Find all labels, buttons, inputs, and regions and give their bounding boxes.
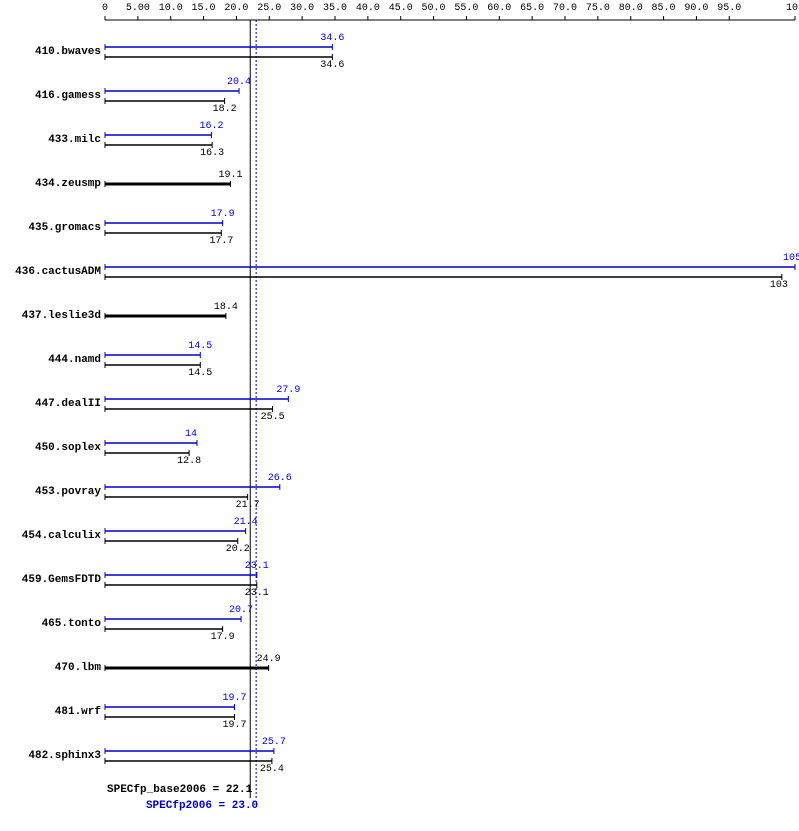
benchmark-label: 437.leslie3d xyxy=(22,310,101,322)
benchmark-label: 482.sphinx3 xyxy=(28,750,101,762)
axis-tick-label: 15.0 xyxy=(192,3,216,14)
axis-tick-label: 105 xyxy=(786,3,799,14)
value-label: 25.5 xyxy=(261,412,285,423)
value-label: 17.7 xyxy=(209,236,233,247)
spec-bar-chart xyxy=(0,0,799,831)
benchmark-label: 453.povray xyxy=(35,486,101,498)
axis-tick-label: 5.00 xyxy=(126,3,150,14)
axis-tick-label: 60.0 xyxy=(487,3,511,14)
value-label: 14 xyxy=(185,429,197,440)
value-label: 14.5 xyxy=(188,368,212,379)
value-label: 20.7 xyxy=(229,605,253,616)
benchmark-label: 433.milc xyxy=(48,134,101,146)
value-label: 105 xyxy=(783,253,799,264)
benchmark-label: 481.wrf xyxy=(55,706,101,718)
summary-base: SPECfp_base2006 = 22.1 xyxy=(107,784,252,796)
axis-tick-label: 10.0 xyxy=(159,3,183,14)
value-label: 16.2 xyxy=(199,121,223,132)
axis-tick-label: 95.0 xyxy=(717,3,741,14)
benchmark-label: 444.namd xyxy=(48,354,101,366)
benchmark-label: 459.GemsFDTD xyxy=(22,574,101,586)
benchmark-label: 470.lbm xyxy=(55,662,101,674)
axis-tick-label: 25.0 xyxy=(257,3,281,14)
axis-tick-label: 30.0 xyxy=(290,3,314,14)
value-label: 21.7 xyxy=(236,500,260,511)
value-label: 19.1 xyxy=(219,170,243,181)
benchmark-label: 465.tonto xyxy=(42,618,101,630)
axis-tick-label: 80.0 xyxy=(619,3,643,14)
value-label: 25.7 xyxy=(262,737,286,748)
axis-tick-label: 45.0 xyxy=(389,3,413,14)
axis-tick-label: 50.0 xyxy=(422,3,446,14)
summary-peak: SPECfp2006 = 23.0 xyxy=(146,800,258,812)
benchmark-label: 434.zeusmp xyxy=(35,178,101,190)
value-label: 24.9 xyxy=(257,654,281,665)
axis-tick-label: 35.0 xyxy=(323,3,347,14)
axis-tick-label: 85.0 xyxy=(652,3,676,14)
value-label: 26.6 xyxy=(268,473,292,484)
benchmark-label: 436.cactusADM xyxy=(15,266,101,278)
value-label: 19.7 xyxy=(222,693,246,704)
value-label: 17.9 xyxy=(211,209,235,220)
axis-tick-label: 65.0 xyxy=(520,3,544,14)
value-label: 20.4 xyxy=(227,77,251,88)
benchmark-label: 447.dealII xyxy=(35,398,101,410)
benchmark-label: 435.gromacs xyxy=(28,222,101,234)
value-label: 27.9 xyxy=(276,385,300,396)
value-label: 21.4 xyxy=(234,517,258,528)
value-label: 18.2 xyxy=(213,104,237,115)
value-label: 19.7 xyxy=(222,720,246,731)
value-label: 16.3 xyxy=(200,148,224,159)
value-label: 23.1 xyxy=(245,561,269,572)
value-label: 25.4 xyxy=(260,764,284,775)
benchmark-label: 454.calculix xyxy=(22,530,101,542)
value-label: 20.2 xyxy=(226,544,250,555)
value-label: 34.6 xyxy=(320,33,344,44)
benchmark-label: 450.soplex xyxy=(35,442,101,454)
axis-tick-label: 40.0 xyxy=(356,3,380,14)
axis-tick-label: 20.0 xyxy=(224,3,248,14)
value-label: 12.8 xyxy=(177,456,201,467)
value-label: 103 xyxy=(770,280,788,291)
benchmark-label: 410.bwaves xyxy=(35,46,101,58)
axis-tick-label: 55.0 xyxy=(454,3,478,14)
value-label: 18.4 xyxy=(214,302,238,313)
axis-tick-label: 75.0 xyxy=(586,3,610,14)
axis-tick-label: 0 xyxy=(102,3,108,14)
benchmark-label: 416.gamess xyxy=(35,90,101,102)
value-label: 14.5 xyxy=(188,341,212,352)
axis-tick-label: 70.0 xyxy=(553,3,577,14)
axis-tick-label: 90.0 xyxy=(684,3,708,14)
value-label: 23.1 xyxy=(245,588,269,599)
value-label: 17.9 xyxy=(211,632,235,643)
value-label: 34.6 xyxy=(320,60,344,71)
